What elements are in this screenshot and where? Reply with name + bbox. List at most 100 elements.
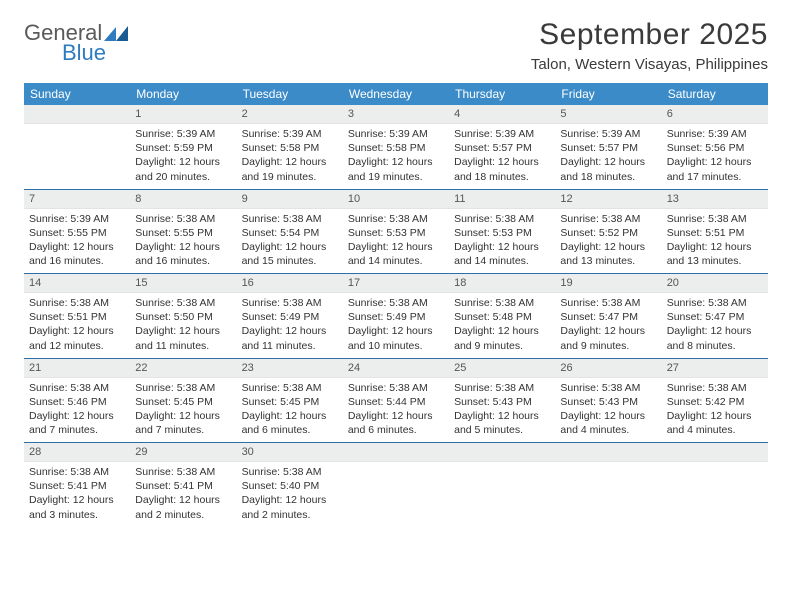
sunset-line: Sunset: 5:49 PM: [348, 310, 444, 324]
sunrise-line: Sunrise: 5:39 AM: [135, 127, 231, 141]
calendar-day: 12Sunrise: 5:38 AMSunset: 5:52 PMDayligh…: [555, 190, 661, 274]
day-number: 28: [24, 443, 130, 462]
calendar-day: 16Sunrise: 5:38 AMSunset: 5:49 PMDayligh…: [237, 274, 343, 358]
day-number: 16: [237, 274, 343, 293]
daylight-line: Daylight: 12 hours and 2 minutes.: [135, 493, 231, 521]
calendar-day: 23Sunrise: 5:38 AMSunset: 5:45 PMDayligh…: [237, 359, 343, 443]
sunset-line: Sunset: 5:57 PM: [454, 141, 550, 155]
logo: General Blue: [24, 22, 130, 64]
calendar-day: 11Sunrise: 5:38 AMSunset: 5:53 PMDayligh…: [449, 190, 555, 274]
day-body: Sunrise: 5:38 AMSunset: 5:53 PMDaylight:…: [449, 209, 555, 273]
sunset-line: Sunset: 5:43 PM: [454, 395, 550, 409]
day-number-empty: [449, 443, 555, 462]
daylight-line: Daylight: 12 hours and 5 minutes.: [454, 409, 550, 437]
calendar-week: 28Sunrise: 5:38 AMSunset: 5:41 PMDayligh…: [24, 443, 768, 527]
daylight-line: Daylight: 12 hours and 7 minutes.: [135, 409, 231, 437]
day-number: 10: [343, 190, 449, 209]
day-body: Sunrise: 5:38 AMSunset: 5:47 PMDaylight:…: [555, 293, 661, 357]
calendar-day: 27Sunrise: 5:38 AMSunset: 5:42 PMDayligh…: [662, 359, 768, 443]
day-number: 26: [555, 359, 661, 378]
calendar-day-empty: [449, 443, 555, 527]
sunrise-line: Sunrise: 5:38 AM: [667, 296, 763, 310]
calendar-day: 22Sunrise: 5:38 AMSunset: 5:45 PMDayligh…: [130, 359, 236, 443]
calendar-day: 28Sunrise: 5:38 AMSunset: 5:41 PMDayligh…: [24, 443, 130, 527]
day-number: 7: [24, 190, 130, 209]
sunrise-line: Sunrise: 5:38 AM: [454, 296, 550, 310]
day-body: Sunrise: 5:38 AMSunset: 5:54 PMDaylight:…: [237, 209, 343, 273]
day-body: Sunrise: 5:38 AMSunset: 5:40 PMDaylight:…: [237, 462, 343, 526]
sunrise-line: Sunrise: 5:38 AM: [348, 381, 444, 395]
calendar-head: SundayMondayTuesdayWednesdayThursdayFrid…: [24, 83, 768, 105]
sunset-line: Sunset: 5:44 PM: [348, 395, 444, 409]
sunrise-line: Sunrise: 5:38 AM: [29, 296, 125, 310]
calendar-day: 4Sunrise: 5:39 AMSunset: 5:57 PMDaylight…: [449, 105, 555, 189]
calendar-day: 30Sunrise: 5:38 AMSunset: 5:40 PMDayligh…: [237, 443, 343, 527]
day-number: 25: [449, 359, 555, 378]
sunset-line: Sunset: 5:46 PM: [29, 395, 125, 409]
daylight-line: Daylight: 12 hours and 17 minutes.: [667, 155, 763, 183]
sunrise-line: Sunrise: 5:39 AM: [29, 212, 125, 226]
weekday-header: Friday: [555, 83, 661, 105]
sunrise-line: Sunrise: 5:38 AM: [560, 212, 656, 226]
calendar-day: 19Sunrise: 5:38 AMSunset: 5:47 PMDayligh…: [555, 274, 661, 358]
day-body: Sunrise: 5:38 AMSunset: 5:43 PMDaylight:…: [449, 378, 555, 442]
title-block: September 2025 Talon, Western Visayas, P…: [531, 18, 768, 73]
sunset-line: Sunset: 5:47 PM: [667, 310, 763, 324]
day-number: 3: [343, 105, 449, 124]
day-body: Sunrise: 5:38 AMSunset: 5:49 PMDaylight:…: [343, 293, 449, 357]
day-number: 8: [130, 190, 236, 209]
calendar-day: 10Sunrise: 5:38 AMSunset: 5:53 PMDayligh…: [343, 190, 449, 274]
daylight-line: Daylight: 12 hours and 7 minutes.: [29, 409, 125, 437]
sunset-line: Sunset: 5:56 PM: [667, 141, 763, 155]
sunrise-line: Sunrise: 5:38 AM: [348, 212, 444, 226]
logo-mark-icon: [104, 25, 130, 46]
day-body: Sunrise: 5:38 AMSunset: 5:51 PMDaylight:…: [662, 209, 768, 273]
header: General Blue September 2025 Talon, Weste…: [24, 18, 768, 73]
weekday-header: Sunday: [24, 83, 130, 105]
daylight-line: Daylight: 12 hours and 2 minutes.: [242, 493, 338, 521]
calendar-week: 14Sunrise: 5:38 AMSunset: 5:51 PMDayligh…: [24, 274, 768, 358]
day-number: 23: [237, 359, 343, 378]
day-number: 2: [237, 105, 343, 124]
sunset-line: Sunset: 5:58 PM: [242, 141, 338, 155]
day-body: Sunrise: 5:38 AMSunset: 5:46 PMDaylight:…: [24, 378, 130, 442]
calendar-table: SundayMondayTuesdayWednesdayThursdayFrid…: [24, 83, 768, 527]
sunrise-line: Sunrise: 5:39 AM: [348, 127, 444, 141]
day-body: Sunrise: 5:38 AMSunset: 5:51 PMDaylight:…: [24, 293, 130, 357]
weekday-header: Thursday: [449, 83, 555, 105]
sunset-line: Sunset: 5:55 PM: [29, 226, 125, 240]
day-body: Sunrise: 5:38 AMSunset: 5:43 PMDaylight:…: [555, 378, 661, 442]
day-number: 24: [343, 359, 449, 378]
calendar-day: 2Sunrise: 5:39 AMSunset: 5:58 PMDaylight…: [237, 105, 343, 189]
daylight-line: Daylight: 12 hours and 10 minutes.: [348, 324, 444, 352]
sunrise-line: Sunrise: 5:38 AM: [135, 465, 231, 479]
day-number: 20: [662, 274, 768, 293]
calendar-day: 3Sunrise: 5:39 AMSunset: 5:58 PMDaylight…: [343, 105, 449, 189]
day-body: Sunrise: 5:39 AMSunset: 5:57 PMDaylight:…: [555, 124, 661, 188]
day-body: Sunrise: 5:38 AMSunset: 5:41 PMDaylight:…: [130, 462, 236, 526]
sunset-line: Sunset: 5:40 PM: [242, 479, 338, 493]
sunrise-line: Sunrise: 5:39 AM: [454, 127, 550, 141]
calendar-day: 6Sunrise: 5:39 AMSunset: 5:56 PMDaylight…: [662, 105, 768, 189]
calendar-day-empty: [343, 443, 449, 527]
day-number: 15: [130, 274, 236, 293]
daylight-line: Daylight: 12 hours and 8 minutes.: [667, 324, 763, 352]
daylight-line: Daylight: 12 hours and 3 minutes.: [29, 493, 125, 521]
logo-text-wrap: General Blue: [24, 22, 130, 64]
sunset-line: Sunset: 5:45 PM: [135, 395, 231, 409]
sunset-line: Sunset: 5:45 PM: [242, 395, 338, 409]
day-number-empty: [662, 443, 768, 462]
day-number: 29: [130, 443, 236, 462]
calendar-day: 7Sunrise: 5:39 AMSunset: 5:55 PMDaylight…: [24, 190, 130, 274]
day-number-empty: [24, 105, 130, 124]
day-number: 27: [662, 359, 768, 378]
day-body: Sunrise: 5:39 AMSunset: 5:58 PMDaylight:…: [343, 124, 449, 188]
day-body: Sunrise: 5:39 AMSunset: 5:58 PMDaylight:…: [237, 124, 343, 188]
calendar-day-empty: [662, 443, 768, 527]
day-number: 4: [449, 105, 555, 124]
sunrise-line: Sunrise: 5:38 AM: [135, 381, 231, 395]
sunset-line: Sunset: 5:41 PM: [135, 479, 231, 493]
calendar-day: 1Sunrise: 5:39 AMSunset: 5:59 PMDaylight…: [130, 105, 236, 189]
day-number: 6: [662, 105, 768, 124]
daylight-line: Daylight: 12 hours and 12 minutes.: [29, 324, 125, 352]
